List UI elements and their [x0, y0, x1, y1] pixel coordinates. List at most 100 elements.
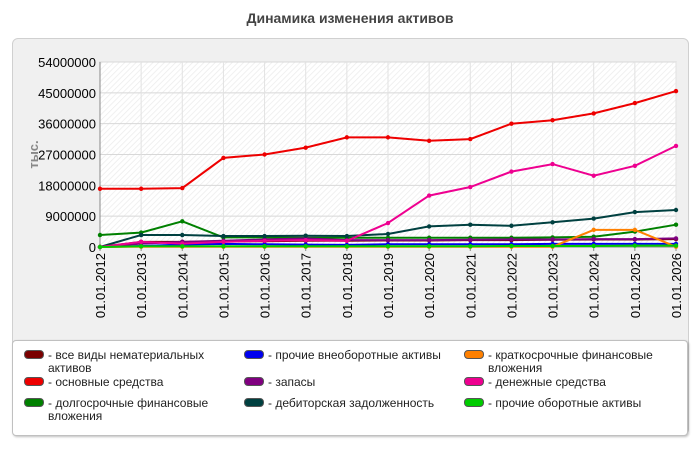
data-point	[550, 237, 555, 242]
data-point	[509, 237, 514, 242]
y-tick-label: 45000000	[38, 86, 96, 101]
x-tick-label: 01.01.2026	[669, 253, 684, 318]
data-point	[509, 223, 514, 228]
data-point	[344, 244, 350, 249]
data-point	[262, 238, 267, 244]
data-point	[426, 224, 432, 229]
data-point	[550, 243, 555, 249]
data-point	[509, 121, 514, 126]
data-point	[221, 239, 226, 245]
legend-label: - денежные средства	[488, 375, 606, 389]
data-point	[221, 244, 226, 249]
y-tick-label: 54000000	[38, 55, 96, 70]
data-point	[468, 244, 473, 249]
x-tick-label: 01.01.2012	[93, 253, 108, 318]
data-point	[673, 143, 679, 149]
data-point	[97, 244, 103, 250]
legend-label: - долгосрочные финансовые вложения	[48, 396, 209, 423]
data-point	[344, 233, 350, 239]
x-tick-label: 01.01.2018	[340, 253, 355, 318]
data-point	[385, 237, 391, 243]
data-point	[303, 237, 308, 243]
y-tick-label: 9000000	[45, 209, 96, 224]
legend-label: - все виды нематериальных активов	[48, 348, 205, 375]
data-point	[221, 155, 226, 161]
data-point	[673, 236, 679, 241]
data-point	[138, 232, 144, 238]
x-tick-label: 01.01.2014	[175, 253, 190, 318]
data-point	[591, 227, 596, 233]
y-tick-label: 0	[89, 240, 96, 255]
data-point	[550, 118, 555, 123]
data-point	[632, 100, 638, 106]
legend-swatch	[244, 398, 264, 407]
data-point	[385, 135, 391, 140]
data-point	[303, 233, 308, 238]
data-point	[673, 88, 679, 94]
data-point	[632, 209, 638, 215]
data-point	[426, 193, 432, 198]
data-point	[509, 243, 514, 249]
data-point	[550, 161, 555, 167]
legend-swatch	[244, 377, 264, 386]
data-point	[591, 173, 596, 178]
data-point	[426, 244, 432, 249]
data-point	[262, 233, 267, 239]
data-point	[632, 163, 638, 169]
x-tick-label: 01.01.2019	[381, 253, 396, 318]
data-point	[344, 135, 350, 140]
data-point	[591, 236, 596, 242]
data-point	[262, 152, 267, 157]
data-point	[632, 243, 638, 248]
data-point	[550, 220, 555, 225]
data-point	[97, 186, 103, 191]
data-point	[262, 244, 267, 249]
legend-label: - дебиторская задолженность	[268, 396, 435, 410]
y-tick-label: 18000000	[38, 178, 96, 193]
legend-label: - краткосрочные финансовые вложения	[488, 348, 653, 375]
data-point	[385, 220, 391, 226]
x-tick-label: 01.01.2015	[216, 253, 231, 318]
data-point	[97, 232, 103, 238]
legend-swatch	[244, 350, 264, 359]
data-point	[591, 216, 596, 221]
legend-swatch	[464, 350, 484, 359]
legend-swatch	[24, 377, 44, 386]
data-point	[303, 244, 308, 249]
legend-label: - прочие внеоборотные активы	[268, 348, 441, 362]
x-tick-label: 01.01.2023	[546, 253, 561, 318]
x-tick-label: 01.01.2025	[628, 253, 643, 318]
data-point	[138, 239, 144, 245]
x-tick-label: 01.01.2020	[422, 253, 437, 318]
data-point	[385, 244, 391, 249]
data-point	[303, 145, 308, 150]
data-point	[673, 207, 679, 213]
legend-label: - запасы	[268, 375, 316, 389]
legend-swatch	[464, 398, 484, 407]
y-tick-label: 27000000	[38, 148, 96, 163]
legend-swatch	[464, 377, 484, 386]
x-tick-label: 01.01.2021	[463, 253, 478, 318]
data-point	[344, 238, 350, 244]
data-point	[591, 243, 596, 249]
data-point	[426, 138, 432, 143]
data-point	[180, 244, 185, 249]
x-tick-label: 01.01.2022	[504, 253, 519, 318]
data-point	[468, 222, 473, 227]
data-point	[509, 169, 514, 174]
legend-label: - прочие оборотные активы	[488, 396, 642, 410]
x-tick-label: 01.01.2017	[299, 253, 314, 318]
chart-title: Динамика изменения активов	[246, 10, 454, 26]
data-point	[180, 185, 185, 191]
data-point	[138, 186, 144, 191]
data-point	[180, 219, 185, 224]
data-point	[180, 232, 185, 238]
data-point	[221, 233, 226, 239]
data-point	[468, 136, 473, 142]
data-point	[632, 236, 638, 242]
x-tick-label: 01.01.2013	[134, 253, 149, 318]
data-point	[138, 244, 144, 249]
legend-swatch	[24, 398, 44, 407]
x-tick-label: 01.01.2016	[258, 253, 273, 318]
